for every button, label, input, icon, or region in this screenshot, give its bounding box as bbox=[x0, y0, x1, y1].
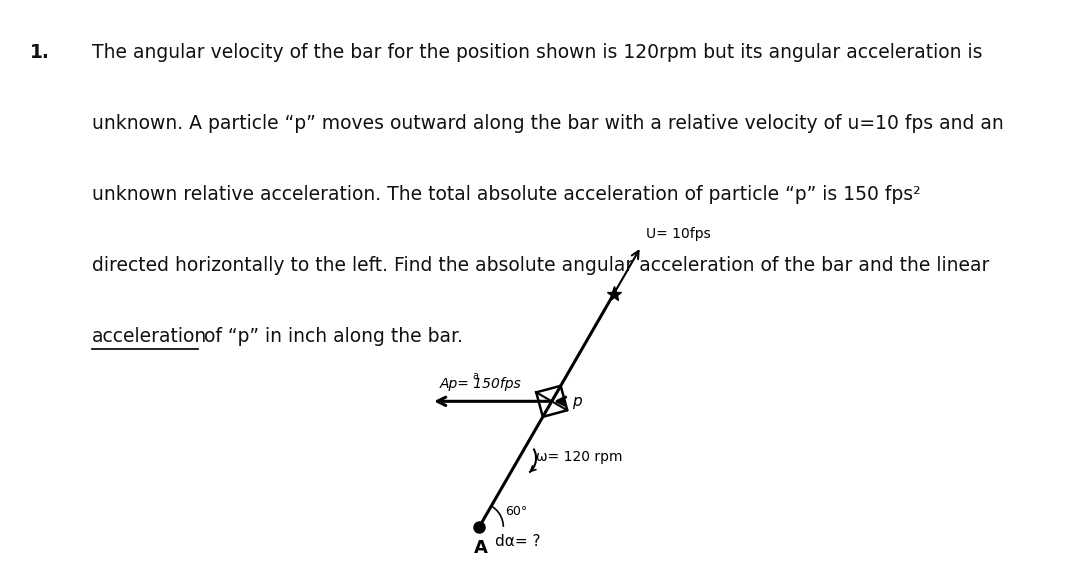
Text: unknown relative acceleration. The total absolute acceleration of particle “p” i: unknown relative acceleration. The total… bbox=[92, 185, 920, 204]
Text: The angular velocity of the bar for the position shown is 120rpm but its angular: The angular velocity of the bar for the … bbox=[92, 42, 983, 62]
Text: 60°: 60° bbox=[505, 505, 527, 518]
Text: dα= ?: dα= ? bbox=[495, 534, 540, 549]
Text: p: p bbox=[571, 394, 581, 409]
Text: unknown. A particle “p” moves outward along the bar with a relative velocity of : unknown. A particle “p” moves outward al… bbox=[92, 114, 1003, 133]
Text: A: A bbox=[474, 539, 488, 557]
Text: of “p” in inch along the bar.: of “p” in inch along the bar. bbox=[198, 327, 462, 347]
Text: 1.: 1. bbox=[30, 42, 50, 62]
Text: a: a bbox=[473, 371, 478, 381]
Text: Ap= 150fps: Ap= 150fps bbox=[440, 377, 522, 391]
Text: directed horizontally to the left. Find the absolute angular acceleration of the: directed horizontally to the left. Find … bbox=[92, 256, 989, 276]
Text: U= 10fps: U= 10fps bbox=[646, 227, 711, 241]
Text: ω= 120 rpm: ω= 120 rpm bbox=[536, 451, 622, 464]
Text: acceleration: acceleration bbox=[92, 327, 207, 347]
